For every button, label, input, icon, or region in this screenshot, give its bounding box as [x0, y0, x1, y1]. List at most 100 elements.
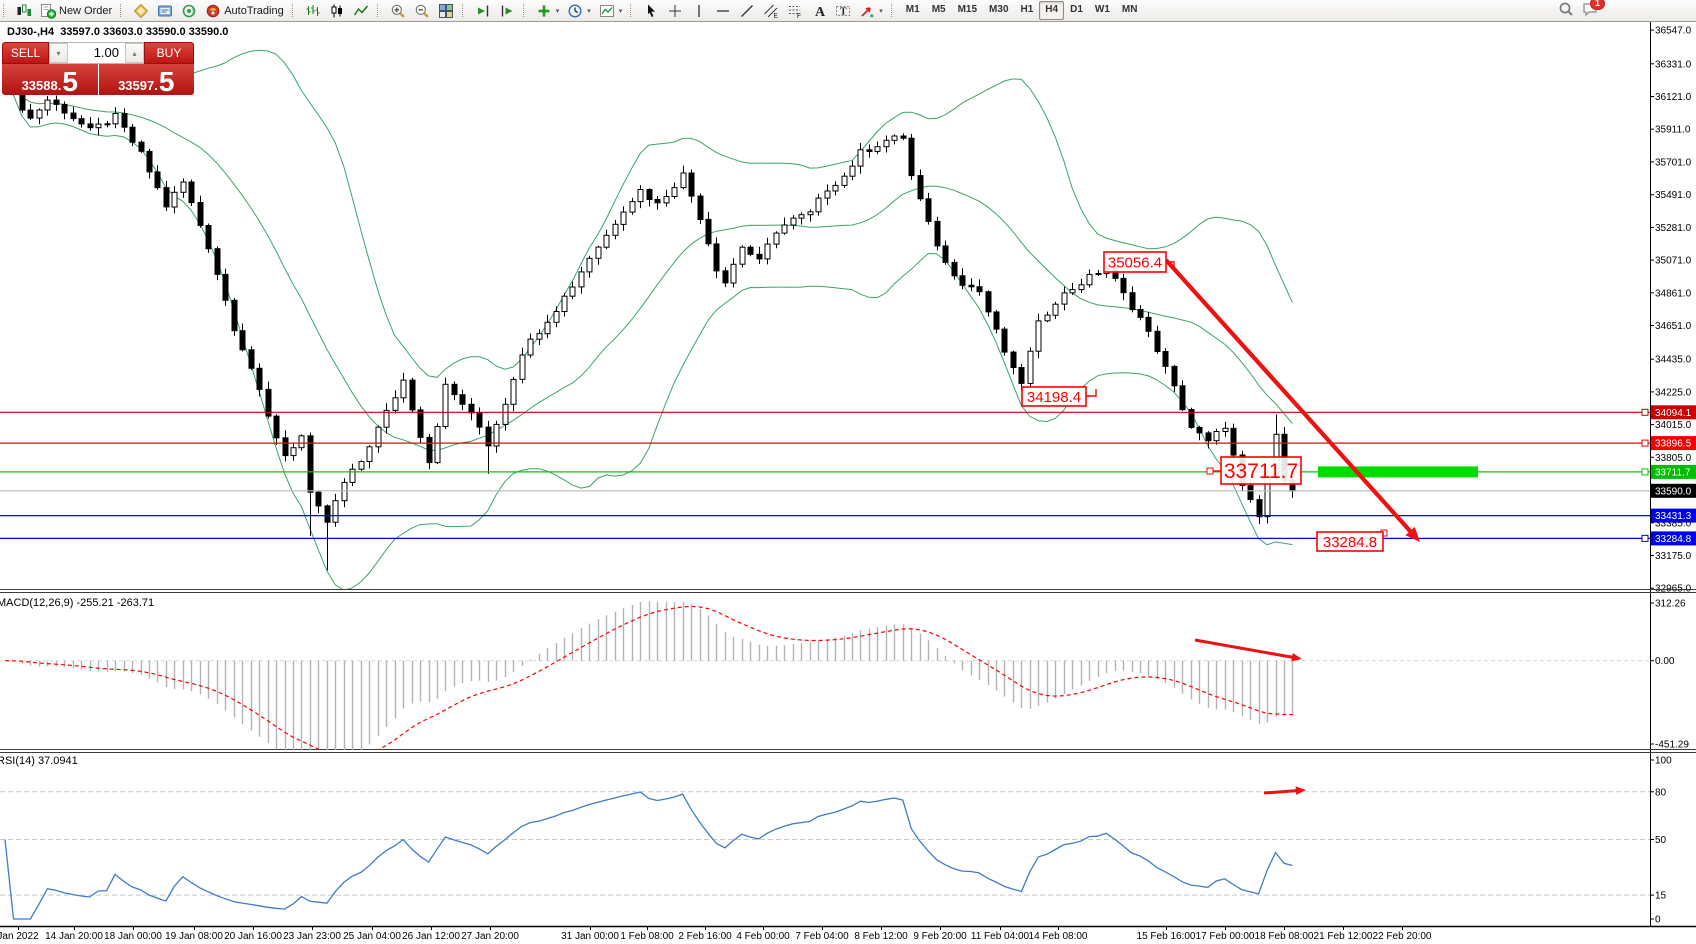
line-handle	[1641, 439, 1649, 447]
timeframe-m15-button[interactable]: M15	[957, 4, 978, 15]
sell-button[interactable]: SELL	[2, 42, 49, 64]
annotation-35056.4[interactable]: 35056.4	[1103, 251, 1175, 273]
candle	[781, 224, 788, 234]
trend-arrow[interactable]	[1263, 786, 1306, 795]
new-order-button[interactable]: New Order	[36, 0, 116, 21]
autotrading-button[interactable]: AutoTrading	[201, 0, 288, 21]
toolbar-grip[interactable]	[3, 4, 7, 17]
dropdown-caret-icon[interactable]: ▾	[879, 7, 883, 15]
text-button[interactable]: A	[807, 0, 831, 21]
new-chart-button[interactable]	[12, 0, 36, 21]
candle	[400, 379, 407, 399]
dropdown-caret-icon[interactable]: ▾	[555, 7, 560, 15]
market-watch-button[interactable]	[153, 0, 177, 21]
equidistant-channel-button[interactable]: E	[759, 0, 783, 21]
candle	[578, 271, 585, 288]
buy-button[interactable]: BUY	[144, 42, 194, 64]
auto-scroll-button[interactable]	[471, 0, 495, 21]
timeframe-h4-button[interactable]: H4	[1039, 1, 1065, 20]
new-order-button-label: New Order	[59, 4, 113, 17]
candle	[154, 171, 161, 189]
templates-button[interactable]: ▾	[595, 0, 627, 21]
timeframe-m1-button[interactable]: M1	[905, 4, 920, 15]
fibonacci-button[interactable]: F	[783, 0, 807, 21]
bar-chart-button[interactable]	[301, 0, 325, 21]
toolbar-grip[interactable]	[376, 4, 381, 17]
candle	[688, 172, 695, 197]
candle	[1188, 409, 1195, 428]
toolbar-grip[interactable]	[890, 4, 895, 17]
buy-price[interactable]: 33597. 5	[98, 64, 194, 96]
horizontal-line-button[interactable]	[711, 0, 735, 21]
volume-decrease-button[interactable]: ▾	[49, 43, 68, 63]
timeframe-m30-button[interactable]: M30	[989, 4, 1009, 15]
timeframe-mn-button[interactable]: MN	[1121, 4, 1138, 15]
dropdown-caret-icon[interactable]: ▾	[587, 7, 591, 15]
cursor-button[interactable]	[639, 0, 663, 21]
timeframe-h1-button[interactable]: H1	[1020, 4, 1034, 15]
terminal-icon	[158, 5, 173, 16]
indicators-button[interactable]: ▾	[532, 0, 564, 21]
candle	[104, 123, 111, 126]
candle	[434, 426, 441, 464]
vertical-line-button[interactable]	[687, 0, 711, 21]
candle	[519, 354, 526, 380]
candle	[739, 246, 746, 265]
zoom-out-button[interactable]	[410, 0, 434, 21]
autotrading-button-label: AutoTrading	[224, 4, 284, 17]
toolbar-grip[interactable]	[461, 4, 466, 17]
time-label: 26 Jan 12:00	[402, 931, 460, 942]
timeframe-d1-button[interactable]: D1	[1070, 4, 1083, 15]
chart-shift-button[interactable]	[495, 0, 519, 21]
search-button[interactable]	[1558, 1, 1574, 20]
volume-increase-button[interactable]: ▴	[125, 43, 144, 63]
arrows-icon	[861, 6, 874, 17]
notification-badge: 1	[1589, 0, 1605, 10]
crosshair-button[interactable]	[663, 0, 687, 21]
signals-button[interactable]	[177, 0, 201, 21]
dropdown-caret-icon[interactable]: ▾	[618, 7, 623, 15]
annotation-33711.7[interactable]: 33711.7	[1206, 456, 1302, 485]
trend-arrow[interactable]	[1194, 638, 1302, 662]
trendline-button[interactable]	[735, 0, 759, 21]
candle	[78, 118, 85, 125]
toolbar-grip[interactable]	[120, 4, 124, 17]
candle	[544, 321, 551, 335]
line-chart-button[interactable]	[349, 0, 373, 21]
candle	[180, 181, 187, 193]
candle	[1230, 427, 1237, 456]
toolbar-grip[interactable]	[630, 4, 634, 17]
annotation-34198.4[interactable]: 34198.4	[1021, 386, 1097, 407]
time-axis: Jan 2022 14 Jan 20:00 18 Jan 00:00 19 Jan 0…	[0, 925, 1696, 942]
volume-input[interactable]: 1.00	[93, 45, 119, 60]
toolbar-grip[interactable]	[291, 4, 296, 17]
timeframe-m5-button[interactable]: M5	[931, 4, 946, 15]
toolbar-grip[interactable]	[522, 4, 527, 17]
time-label: 9 Feb 20:00	[913, 931, 967, 942]
one-click-trading-widget: SELL ▾ 1.00 ▴ BUY 33588. 5 33597. 5	[2, 42, 194, 97]
sell-price[interactable]: 33588. 5	[2, 64, 99, 97]
arrows-button[interactable]: ▾	[855, 0, 887, 21]
candlestick-chart-button[interactable]	[325, 0, 349, 21]
notifications-button[interactable]: 1	[1582, 0, 1605, 20]
candle	[417, 409, 424, 438]
timeframe-w1-button[interactable]: W1	[1094, 4, 1110, 15]
time-label: Jan 2022	[0, 931, 39, 942]
candle	[1154, 330, 1161, 352]
periods-button[interactable]: ▾	[563, 0, 595, 21]
tile-windows-button[interactable]	[434, 0, 458, 21]
label-button[interactable]: T	[831, 0, 855, 21]
sell-price-main: 33588.	[21, 78, 62, 93]
zoom-in-button[interactable]	[386, 0, 410, 21]
sell-price-big-digit: 5	[62, 66, 78, 97]
toolbar-group-standard: New Order	[11, 0, 117, 21]
candle	[815, 197, 822, 213]
thick-green-segment	[1318, 466, 1478, 478]
annotation-33284.8[interactable]: 33284.8	[1316, 529, 1388, 552]
candle	[459, 394, 466, 405]
toolbar-group-apps: AutoTrading	[128, 0, 289, 21]
trend-arrow[interactable]	[1164, 258, 1420, 542]
metaeditor-button[interactable]	[129, 0, 153, 21]
